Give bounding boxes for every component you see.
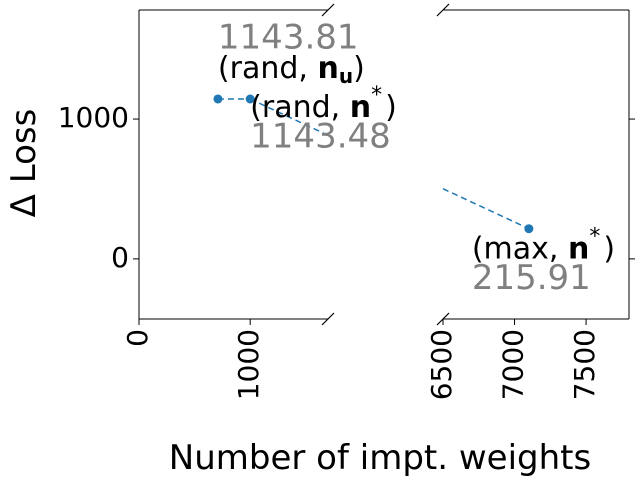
point-name-symbol: n [317, 50, 338, 85]
connector-lines [217, 98, 530, 230]
point-name-symbol: n [350, 89, 371, 124]
point-name-label: (rand, n*) [250, 83, 397, 125]
point-name-label: (rand, nu) [218, 50, 365, 87]
connector-line [249, 98, 327, 135]
point-labels: (rand, nu)1143.81(rand, n*)1143.48(max, … [218, 17, 615, 298]
y-axis-title: Δ Loss [4, 109, 44, 218]
left-panel [138, 3, 335, 326]
point-name-suffix: ) [385, 89, 397, 124]
y-tick-label: 0 [111, 241, 129, 274]
point-value-label: 215.91 [472, 258, 591, 298]
point-name-prefix: (rand, [250, 89, 350, 124]
point-name-symbol: n [568, 231, 589, 266]
point-name-label: (max, n*) [472, 225, 615, 267]
data-points [213, 94, 534, 234]
point-name-superscript: * [371, 83, 382, 108]
point-value-label: 1143.48 [250, 116, 391, 156]
axis-break-mark-left-top [321, 3, 335, 17]
axis-break-mark-left-bottom [321, 312, 335, 326]
point-name-suffix: ) [603, 231, 615, 266]
point-name-prefix: (max, [472, 231, 568, 266]
x-tick-label: 7500 [568, 329, 601, 400]
data-point [245, 94, 255, 104]
axis-ticks: 0 1000 6500 7000 7500 0 1000 [58, 101, 635, 400]
point-name-subscript: u [339, 63, 353, 87]
point-name-prefix: (rand, [218, 50, 318, 85]
axis-break-mark-right-top [436, 3, 450, 17]
x-axis-title: Number of impt. weights [169, 438, 591, 478]
point-name-suffix: ) [353, 50, 365, 85]
connector-line [442, 188, 530, 230]
x-tick-label: 1000 [232, 329, 265, 400]
right-panel [436, 3, 630, 326]
point-name-superscript: * [589, 225, 600, 250]
x-tick-label: 6500 [425, 329, 458, 400]
x-tick-label: 7000 [497, 329, 530, 400]
point-value-label: 1143.81 [218, 17, 359, 57]
data-point [524, 224, 534, 234]
x-tick-label: 0 [121, 329, 154, 347]
y-tick-label: 1000 [58, 101, 129, 134]
data-point [213, 94, 223, 104]
